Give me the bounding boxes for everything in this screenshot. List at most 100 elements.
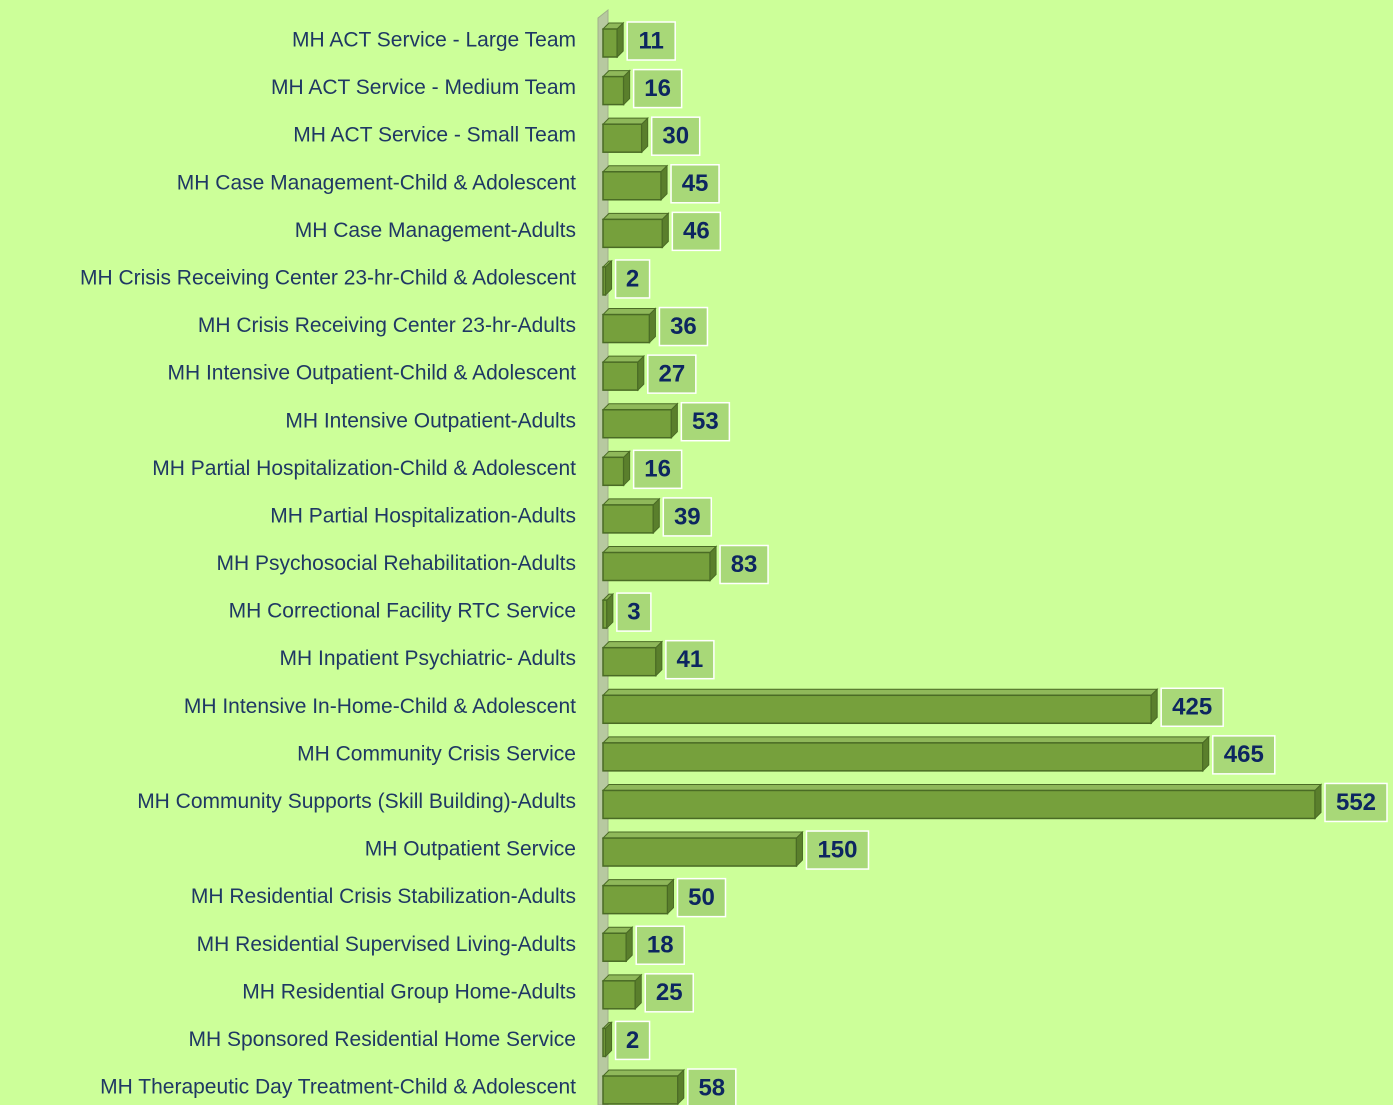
bar-side <box>605 1021 613 1058</box>
bar <box>602 456 625 487</box>
bar <box>602 28 618 58</box>
value-label: 150 <box>817 836 857 863</box>
bar-side <box>1150 688 1158 725</box>
category-label: MH Psychosocial Rehabilitation-Adults <box>217 552 577 575</box>
bar <box>602 789 1316 820</box>
bar-side <box>637 354 645 392</box>
value-label-box <box>1324 782 1388 823</box>
value-label-box <box>665 639 715 680</box>
value-label-box <box>632 68 683 109</box>
bar <box>602 551 711 582</box>
value-label: 11 <box>639 27 664 54</box>
bar-side <box>1202 735 1210 773</box>
value-label-box <box>614 1020 651 1061</box>
bar-top <box>601 783 1323 791</box>
bar-side <box>1314 783 1322 820</box>
value-label-box <box>614 259 651 299</box>
bar-side <box>648 307 656 344</box>
bar-side <box>634 973 642 1011</box>
category-label: MH Outpatient Service <box>365 838 576 861</box>
category-label: MH Case Management-Child & Adolescent <box>177 171 576 194</box>
value-label: 50 <box>688 884 715 911</box>
bar <box>602 694 1152 725</box>
category-label: MH ACT Service - Small Team <box>293 124 576 147</box>
bar-top <box>601 165 669 173</box>
category-label: MH Therapeutic Day Treatment-Child & Ado… <box>100 1076 576 1099</box>
value-label: 465 <box>1224 741 1264 768</box>
value-label: 36 <box>670 313 697 340</box>
value-label: 3 <box>627 598 640 625</box>
bar-top <box>601 736 1210 744</box>
category-label: MH Residential Group Home-Adults <box>242 980 576 1003</box>
value-label: 45 <box>682 170 709 197</box>
category-label: MH Inpatient Psychiatric- Adults <box>280 647 576 670</box>
category-label: MH ACT Service - Medium Team <box>271 76 576 99</box>
category-label: MH Residential Crisis Stabilization-Adul… <box>191 885 576 908</box>
value-label-box <box>658 306 709 347</box>
value-label: 30 <box>662 123 689 150</box>
category-label: MH Crisis Receiving Center 23-hr-Child &… <box>80 267 576 290</box>
bar <box>602 504 655 534</box>
value-label: 53 <box>692 408 719 435</box>
bar-top <box>601 498 661 506</box>
bar-side <box>641 116 649 154</box>
value-label-box <box>687 1068 737 1105</box>
bar <box>602 742 1204 772</box>
value-label: 58 <box>698 1074 725 1101</box>
value-label: 2 <box>626 265 639 292</box>
value-label-box <box>644 973 694 1013</box>
bar-side <box>661 212 669 249</box>
value-label-box <box>1212 735 1276 775</box>
bar <box>602 599 608 629</box>
bar <box>602 980 636 1010</box>
bar-side <box>652 497 660 535</box>
category-label: MH Intensive Outpatient-Adults <box>285 409 576 432</box>
value-label: 25 <box>656 979 683 1006</box>
bar-side <box>795 830 803 868</box>
bar <box>602 408 673 439</box>
bar-top <box>601 212 670 220</box>
value-label-box <box>671 211 722 252</box>
bar <box>602 313 651 344</box>
value-label-box <box>632 449 683 490</box>
category-label: MH Crisis Receiving Center 23-hr-Adults <box>198 314 576 337</box>
value-label-box <box>1160 687 1224 728</box>
bar <box>602 123 643 153</box>
value-label-box <box>626 21 676 61</box>
value-label: 41 <box>677 646 704 673</box>
value-label: 83 <box>731 551 758 578</box>
value-label-box <box>719 544 769 585</box>
bar-side <box>660 164 668 201</box>
bar-top <box>601 546 718 553</box>
value-label-box <box>616 592 652 632</box>
value-label: 2 <box>626 1027 639 1054</box>
value-label: 552 <box>1336 789 1376 816</box>
bar-side <box>655 640 663 677</box>
value-label-box <box>680 401 731 442</box>
category-label: MH Case Management-Adults <box>295 219 576 242</box>
bar-side <box>606 592 614 630</box>
category-label: MH Community Supports (Skill Building)-A… <box>137 790 576 813</box>
category-label: MH Intensive Outpatient-Child & Adolesce… <box>167 362 576 385</box>
value-label: 27 <box>658 360 685 387</box>
category-label: MH ACT Service - Large Team <box>292 29 576 52</box>
bar-top <box>601 1069 686 1077</box>
bar <box>602 75 625 106</box>
bar-top <box>601 403 679 411</box>
bar-side <box>709 545 717 582</box>
bar <box>602 884 669 915</box>
bar-top <box>601 355 646 363</box>
category-label: MH Residential Supervised Living-Adults <box>197 933 576 956</box>
value-label-box <box>662 497 713 537</box>
value-label: 16 <box>644 456 671 483</box>
value-label: 18 <box>647 932 674 959</box>
bar-top <box>601 879 675 887</box>
bar-top <box>601 831 804 839</box>
bar <box>602 218 664 249</box>
category-label: MH Correctional Facility RTC Service <box>229 600 576 623</box>
bar-side <box>625 926 633 963</box>
bar-side <box>677 1068 685 1105</box>
value-label-box <box>805 830 870 870</box>
value-label-box <box>650 116 701 156</box>
